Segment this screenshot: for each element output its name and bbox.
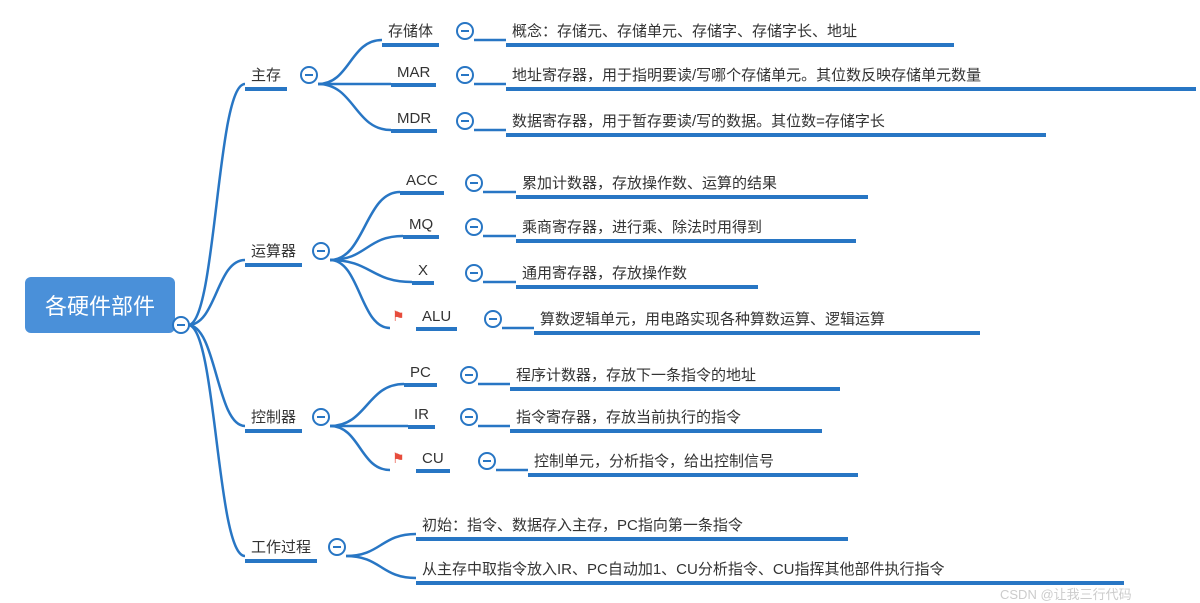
collapse-icon[interactable] — [465, 218, 483, 236]
desc-ir: 指令寄存器，存放当前执行的指令 — [510, 404, 822, 433]
collapse-icon[interactable] — [300, 66, 318, 84]
node-pc[interactable]: PC — [404, 362, 437, 387]
desc-mdr: 数据寄存器，用于暂存要读/写的数据。其位数=存储字长 — [506, 108, 1046, 137]
node-cu[interactable]: CU — [416, 448, 450, 473]
root-node[interactable]: 各硬件部件 — [25, 277, 175, 333]
collapse-icon[interactable] — [172, 316, 190, 334]
branch-ctrl[interactable]: 控制器 — [245, 404, 302, 433]
collapse-icon[interactable] — [312, 242, 330, 260]
node-存储体[interactable]: 存储体 — [382, 18, 439, 47]
desc-存储体: 概念：存储元、存储单元、存储字、存储字长、地址 — [506, 18, 954, 47]
collapse-icon[interactable] — [328, 538, 346, 556]
desc-x: 通用寄存器，存放操作数 — [516, 260, 758, 289]
desc-pc: 程序计数器，存放下一条指令的地址 — [510, 362, 840, 391]
collapse-icon[interactable] — [312, 408, 330, 426]
watermark-text: CSDN @让我三行代码 — [1000, 584, 1132, 603]
node-mar[interactable]: MAR — [391, 62, 436, 87]
desc-mar: 地址寄存器，用于指明要读/写哪个存储单元。其位数反映存储单元数量 — [506, 62, 1196, 91]
branch-proc[interactable]: 工作过程 — [245, 534, 317, 563]
root-label: 各硬件部件 — [45, 289, 155, 321]
node-acc[interactable]: ACC — [400, 170, 444, 195]
node-ir[interactable]: IR — [408, 404, 435, 429]
desc-proc: 初始：指令、数据存入主存，PC指向第一条指令 — [416, 512, 848, 541]
collapse-icon[interactable] — [465, 174, 483, 192]
collapse-icon[interactable] — [478, 452, 496, 470]
desc-proc: 从主存中取指令放入IR、PC自动加1、CU分析指令、CU指挥其他部件执行指令 — [416, 556, 1124, 585]
desc-mq: 乘商寄存器，进行乘、除法时用得到 — [516, 214, 856, 243]
flag-icon: ⚑ — [392, 450, 405, 467]
collapse-icon[interactable] — [460, 408, 478, 426]
collapse-icon[interactable] — [484, 310, 502, 328]
collapse-icon[interactable] — [456, 112, 474, 130]
branch-alu[interactable]: 运算器 — [245, 238, 302, 267]
collapse-icon[interactable] — [456, 22, 474, 40]
node-mdr[interactable]: MDR — [391, 108, 437, 133]
node-mq[interactable]: MQ — [403, 214, 439, 239]
collapse-icon[interactable] — [456, 66, 474, 84]
desc-cu: 控制单元，分析指令，给出控制信号 — [528, 448, 858, 477]
node-x[interactable]: X — [412, 260, 434, 285]
desc-alu: 算数逻辑单元，用电路实现各种算数运算、逻辑运算 — [534, 306, 980, 335]
collapse-icon[interactable] — [460, 366, 478, 384]
node-alu[interactable]: ALU — [416, 306, 457, 331]
flag-icon: ⚑ — [392, 308, 405, 325]
collapse-icon[interactable] — [465, 264, 483, 282]
desc-acc: 累加计数器，存放操作数、运算的结果 — [516, 170, 868, 199]
branch-mem[interactable]: 主存 — [245, 62, 287, 91]
